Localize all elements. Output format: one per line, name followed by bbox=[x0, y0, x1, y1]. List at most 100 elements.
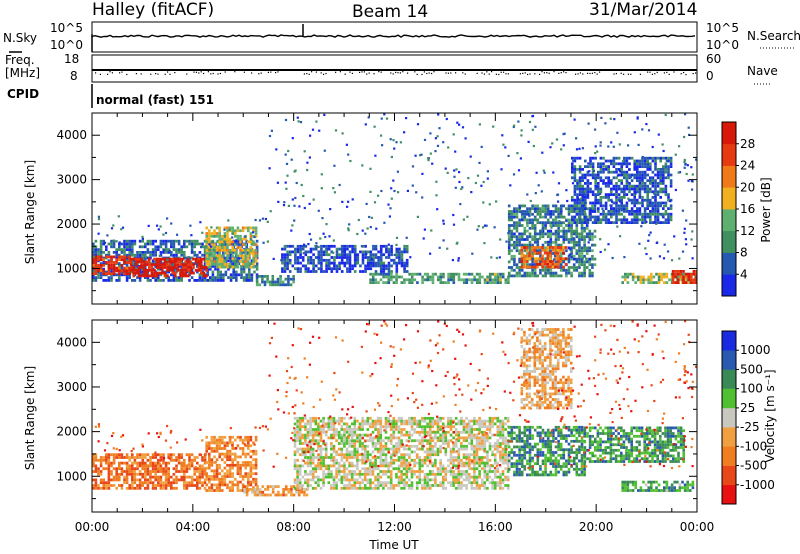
heatmap-cell bbox=[557, 182, 561, 185]
heatmap-cell bbox=[226, 265, 229, 269]
heatmap-cell bbox=[208, 248, 211, 251]
heatmap-cell bbox=[296, 256, 300, 259]
heatmap-cell bbox=[241, 262, 245, 266]
heatmap-cell bbox=[226, 240, 229, 244]
heatmap-cell bbox=[112, 242, 116, 246]
heatmap-cell bbox=[559, 268, 563, 272]
heatmap-cell bbox=[549, 210, 553, 213]
heatmap-cell bbox=[496, 272, 500, 276]
heatmap-cell bbox=[248, 488, 252, 491]
heatmap-cell bbox=[190, 453, 194, 457]
nave-point bbox=[680, 73, 682, 75]
heatmap-cell bbox=[229, 251, 233, 254]
heatmap-cell bbox=[551, 246, 555, 249]
heatmap-cell bbox=[128, 276, 131, 279]
heatmap-cell bbox=[221, 480, 224, 484]
heatmap-cell bbox=[559, 248, 563, 252]
heatmap-cell bbox=[690, 180, 693, 183]
heatmap-cell bbox=[531, 257, 534, 260]
heatmap-cell bbox=[215, 232, 219, 235]
heatmap-cell bbox=[557, 224, 560, 227]
heatmap-cell bbox=[602, 182, 605, 185]
heatmap-cell bbox=[128, 458, 131, 462]
heatmap-cell bbox=[112, 458, 116, 462]
heatmap-cell bbox=[187, 260, 190, 264]
heatmap-cell bbox=[602, 218, 605, 222]
heatmap-cell bbox=[151, 475, 155, 479]
heatmap-cell bbox=[643, 210, 647, 213]
heatmap-cell bbox=[554, 238, 558, 241]
heatmap-cell bbox=[234, 234, 237, 238]
heatmap-cell bbox=[643, 215, 647, 219]
heatmap-cell bbox=[332, 422, 336, 426]
heatmap-cell bbox=[279, 283, 282, 287]
heatmap-cell bbox=[335, 264, 339, 268]
heatmap-cell bbox=[244, 243, 247, 247]
heatmap-cell bbox=[597, 182, 600, 185]
heatmap-cell bbox=[231, 447, 234, 450]
heatmap-cell bbox=[166, 260, 169, 264]
heatmap-cell bbox=[252, 480, 255, 484]
heatmap-cell bbox=[192, 257, 195, 261]
heatmap-cell bbox=[177, 279, 181, 282]
heatmap-cell bbox=[319, 425, 323, 429]
heatmap-cell bbox=[203, 461, 207, 465]
heatmap-cell bbox=[656, 215, 660, 219]
heatmap-cell bbox=[228, 486, 232, 490]
heatmap-cell bbox=[528, 254, 531, 258]
nave-point bbox=[486, 71, 488, 73]
heatmap-cell bbox=[268, 167, 271, 170]
heatmap-cell bbox=[125, 266, 129, 270]
heatmap-cell bbox=[491, 281, 495, 284]
heatmap-cell bbox=[538, 237, 541, 240]
heatmap-cell bbox=[559, 221, 563, 225]
heatmap-cell bbox=[395, 278, 398, 282]
heatmap-cell bbox=[297, 120, 300, 123]
heatmap-cell bbox=[364, 232, 367, 235]
heatmap-cell bbox=[123, 461, 126, 465]
heatmap-cell bbox=[168, 266, 172, 269]
heatmap-cell bbox=[142, 271, 146, 275]
heatmap-cell bbox=[97, 248, 100, 251]
heatmap-cell bbox=[578, 221, 582, 224]
heatmap-cell bbox=[556, 257, 560, 261]
heatmap-cell bbox=[439, 272, 443, 276]
heatmap-cell bbox=[674, 281, 677, 284]
heatmap-cell bbox=[146, 470, 150, 473]
heatmap-cell bbox=[292, 277, 295, 281]
heatmap-cell bbox=[272, 257, 275, 260]
heatmap-cell bbox=[213, 435, 216, 439]
heatmap-cell bbox=[131, 484, 134, 487]
heatmap-cell bbox=[99, 461, 103, 465]
heatmap-cell bbox=[512, 173, 516, 176]
heatmap-cell bbox=[183, 475, 186, 479]
heatmap-cell bbox=[663, 205, 666, 208]
heatmap-cell bbox=[541, 151, 544, 154]
heatmap-cell bbox=[213, 483, 216, 487]
heatmap-cell bbox=[154, 484, 157, 487]
heatmap-cell bbox=[97, 486, 100, 490]
heatmap-cell bbox=[224, 242, 228, 246]
heatmap-cell bbox=[572, 232, 576, 236]
heatmap-cell bbox=[403, 270, 406, 273]
heatmap-cell bbox=[112, 251, 116, 254]
heatmap-cell bbox=[299, 270, 302, 273]
heatmap-cell bbox=[384, 275, 388, 279]
heatmap-cell bbox=[551, 260, 555, 263]
heatmap-cell bbox=[659, 182, 662, 185]
heatmap-cell bbox=[501, 272, 505, 276]
heatmap-cell bbox=[179, 271, 182, 275]
heatmap-cell bbox=[372, 244, 375, 248]
heatmap-cell bbox=[593, 257, 597, 261]
heatmap-cell bbox=[520, 210, 524, 213]
heatmap-cell bbox=[215, 449, 219, 453]
heatmap-cell bbox=[241, 483, 245, 487]
heatmap-cell bbox=[185, 239, 189, 243]
heatmap-cell bbox=[245, 279, 248, 282]
heatmap-cell bbox=[572, 246, 576, 250]
heatmap-cell bbox=[584, 201, 587, 204]
heatmap-cell bbox=[356, 258, 360, 262]
heatmap-cell bbox=[583, 254, 586, 258]
heatmap-cell bbox=[107, 481, 111, 485]
heatmap-cell bbox=[340, 436, 344, 440]
